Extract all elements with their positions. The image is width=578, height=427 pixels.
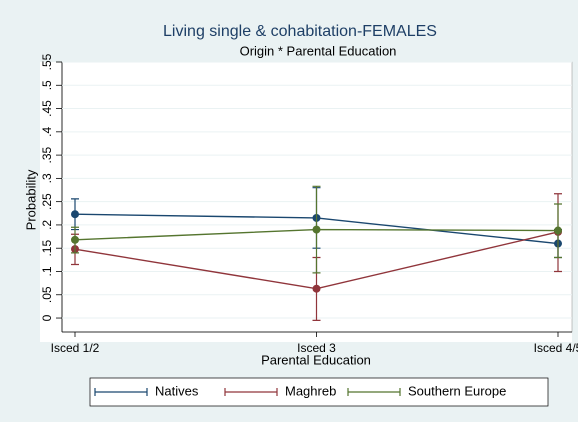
x-tick-label: Isced 1/2 — [51, 341, 100, 355]
legend-swatch — [347, 388, 401, 396]
marker — [71, 235, 79, 244]
y-tick-label: .45 — [40, 100, 54, 117]
y-tick-label: .3 — [40, 173, 54, 183]
legend-label: Southern Europe — [408, 383, 506, 398]
y-tick-label: .1 — [40, 266, 54, 276]
y-tick-label: 0 — [40, 314, 54, 321]
x-axis-label: Parental Education — [261, 352, 371, 367]
marker — [312, 284, 321, 293]
y-axis-label: Probability — [23, 169, 38, 230]
y-tick-label: .25 — [40, 193, 54, 210]
y-tick-label: .55 — [40, 53, 54, 70]
x-tick-label: Isced 4/5 — [534, 341, 578, 355]
marker — [554, 226, 562, 235]
marker — [71, 210, 79, 219]
legend-label: Natives — [155, 383, 199, 398]
y-tick-label: .05 — [40, 286, 54, 303]
marker — [312, 225, 321, 234]
chart-title: Living single & cohabitation-FEMALES — [163, 23, 437, 40]
y-tick-label: .35 — [40, 146, 54, 163]
y-tick-label: .2 — [40, 220, 54, 230]
legend-swatch — [224, 388, 278, 396]
legend-box — [89, 377, 549, 407]
legend-swatch — [94, 388, 148, 396]
legend-label: Maghreb — [285, 383, 336, 398]
y-tick-label: .4 — [40, 127, 54, 137]
y-tick-label: .15 — [40, 240, 54, 257]
y-tick-label: .5 — [40, 80, 54, 90]
x-tick-label: Isced 3 — [297, 341, 336, 355]
chart-subtitle: Origin * Parental Education — [240, 43, 397, 58]
